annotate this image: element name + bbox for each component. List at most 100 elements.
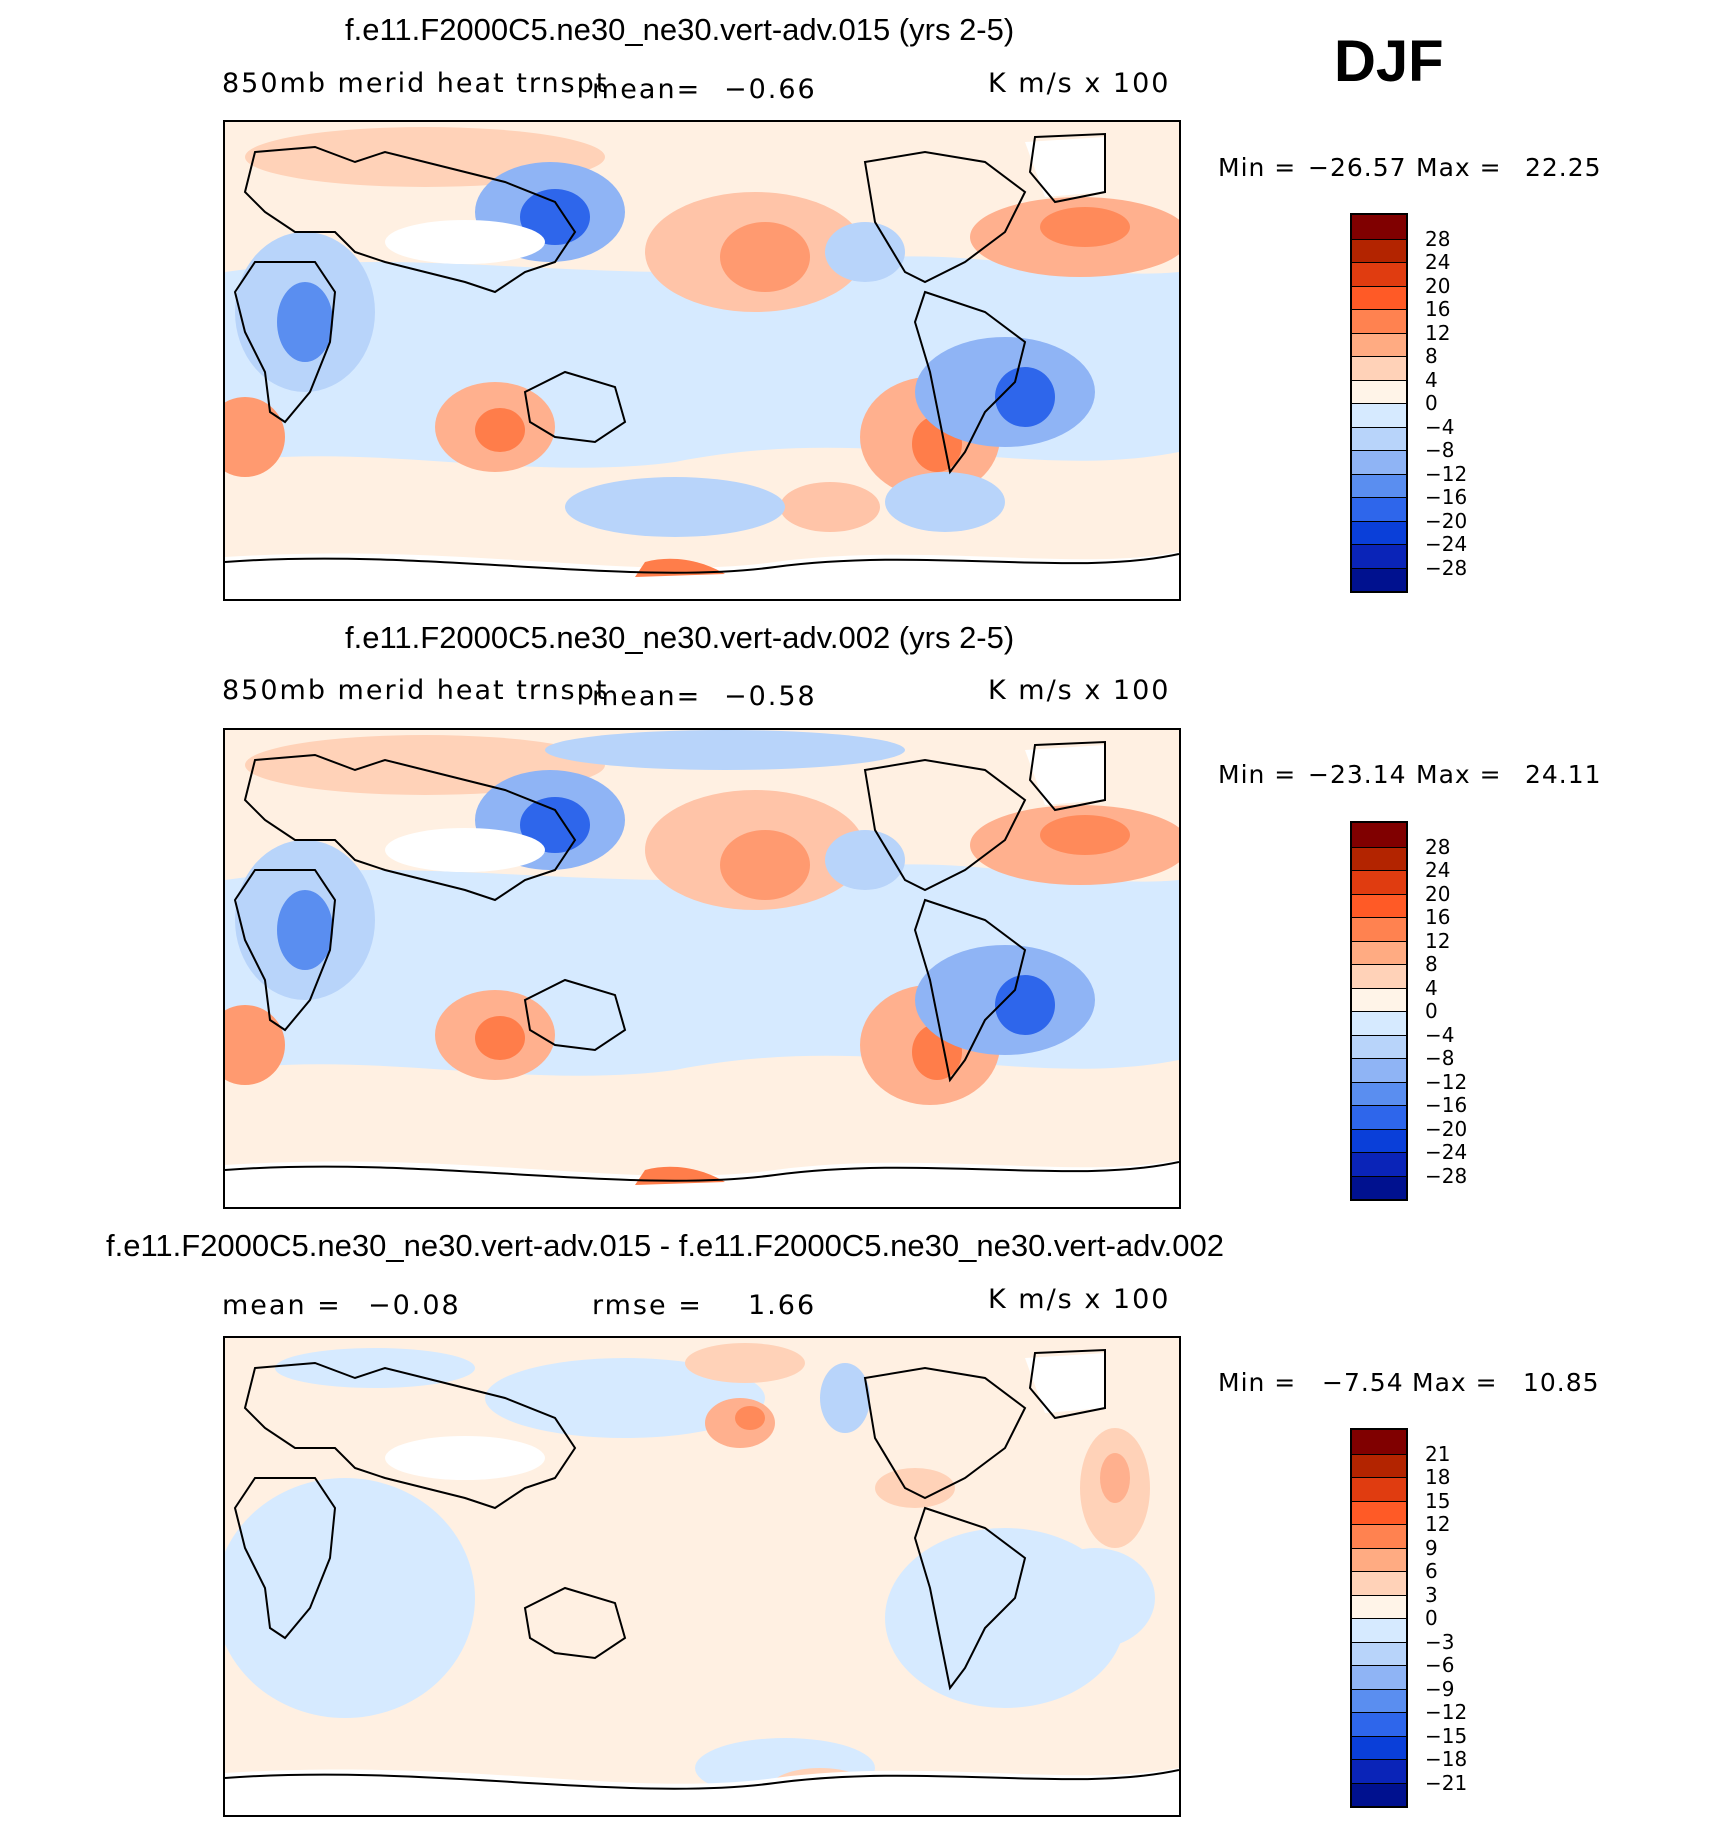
colorbar-tick-label: 28: [1425, 834, 1451, 859]
panel-3-min-label: Min =: [1218, 1368, 1297, 1397]
colorbar-tick-label: 20: [1425, 273, 1451, 298]
colorbar-segment: [1352, 964, 1406, 988]
panel-1-max-value: 22.25: [1525, 153, 1602, 182]
colorbar-tick-label: −16: [1425, 1093, 1468, 1117]
colorbar-segment: [1352, 1058, 1406, 1082]
colorbar-segment: [1352, 403, 1406, 427]
colorbar-tick-label: −6: [1425, 1653, 1455, 1677]
colorbar-segment: [1352, 285, 1406, 309]
colorbar-segment: [1352, 1477, 1406, 1501]
colorbar-tick-label: −4: [1425, 1022, 1455, 1047]
colorbar-segment: [1352, 1128, 1406, 1152]
colorbar-segment: [1352, 1011, 1406, 1035]
panel-2-units: K m/s x 100: [988, 675, 1171, 706]
colorbar-segment: [1352, 1759, 1406, 1783]
colorbar-segment: [1352, 1618, 1406, 1642]
colorbar-segment: [1352, 1524, 1406, 1548]
colorbar-segment: [1352, 356, 1406, 380]
colorbar-tick-label: 4: [1425, 975, 1438, 1000]
colorbar-tick-label: −20: [1425, 1116, 1468, 1141]
colorbar-segment: [1352, 544, 1406, 568]
panel-3-title: f.e11.F2000C5.ne30_ne30.vert-adv.015 - f…: [106, 1228, 1224, 1263]
panel-1-mean-value: −0.66: [724, 74, 817, 105]
panel-1-mean-label: mean=: [592, 74, 702, 105]
colorbar-segment: [1352, 1571, 1406, 1595]
colorbar-tick-label: 6: [1425, 1559, 1438, 1583]
colorbar-tick-label: −4: [1425, 414, 1455, 439]
colorbar-tick-label: −18: [1425, 1747, 1468, 1771]
panel-2-colorbar: [1350, 821, 1408, 1201]
panel-3-min-value: −7.54: [1322, 1368, 1404, 1397]
colorbar-tick-label: −9: [1425, 1676, 1455, 1701]
colorbar-segment: [1352, 870, 1406, 894]
colorbar-tick-label: 4: [1425, 367, 1438, 392]
colorbar-segment: [1352, 215, 1406, 239]
panel-2-max-label: Max =: [1416, 760, 1502, 789]
colorbar-tick-label: −15: [1425, 1723, 1468, 1748]
colorbar-tick-label: 12: [1425, 928, 1451, 953]
colorbar-tick-label: −28: [1425, 1163, 1468, 1188]
colorbar-segment: [1352, 1034, 1406, 1058]
colorbar-segment: [1352, 1175, 1406, 1199]
colorbar-tick-label: −21: [1425, 1770, 1468, 1795]
colorbar-tick-label: −12: [1425, 1700, 1468, 1724]
colorbar-tick-label: 0: [1425, 1606, 1438, 1630]
panel-2-mean-label: mean=: [592, 681, 702, 712]
colorbar-tick-label: 15: [1425, 1488, 1451, 1513]
colorbar-tick-label: −20: [1425, 508, 1468, 533]
colorbar-segment: [1352, 987, 1406, 1011]
panel-1-min-value: −26.57: [1308, 153, 1407, 182]
colorbar-segment: [1352, 1712, 1406, 1736]
colorbar-segment: [1352, 238, 1406, 262]
colorbar-tick-label: −12: [1425, 1069, 1468, 1094]
colorbar-segment: [1352, 1547, 1406, 1571]
panel-3-map: [223, 1336, 1181, 1817]
colorbar-tick-label: 0: [1425, 999, 1438, 1023]
colorbar-segment: [1352, 823, 1406, 847]
colorbar-segment: [1352, 450, 1406, 474]
colorbar-segment: [1352, 1782, 1406, 1806]
colorbar-segment: [1352, 497, 1406, 521]
panel-3-rmse-label: rmse =: [592, 1290, 703, 1321]
panel-3-mean-value: −0.08: [368, 1290, 461, 1321]
colorbar-tick-label: −24: [1425, 1140, 1468, 1164]
panel-1-variable-label: 850mb merid heat trnspt: [222, 68, 609, 99]
colorbar-segment: [1352, 426, 1406, 450]
colorbar-tick-label: −3: [1425, 1629, 1455, 1654]
season-label: DJF: [1334, 29, 1444, 94]
panel-3-mean-label: mean =: [222, 1290, 342, 1321]
colorbar-segment: [1352, 262, 1406, 286]
colorbar-tick-label: −12: [1425, 461, 1468, 486]
colorbar-tick-label: −28: [1425, 555, 1468, 580]
colorbar-segment: [1352, 332, 1406, 356]
panel-2-map: [223, 728, 1181, 1209]
colorbar-segment: [1352, 1105, 1406, 1129]
colorbar-tick-label: 16: [1425, 905, 1451, 929]
colorbar-tick-label: 8: [1425, 952, 1438, 976]
colorbar-segment: [1352, 379, 1406, 403]
colorbar-segment: [1352, 1641, 1406, 1665]
colorbar-segment: [1352, 1735, 1406, 1759]
colorbar-segment: [1352, 940, 1406, 964]
colorbar-segment: [1352, 473, 1406, 497]
panel-1-units: K m/s x 100: [988, 68, 1171, 99]
panel-3-max-label: Max =: [1412, 1368, 1498, 1397]
panel-1-title: f.e11.F2000C5.ne30_ne30.vert-adv.015 (yr…: [345, 12, 1015, 47]
colorbar-segment: [1352, 846, 1406, 870]
panel-1-colorbar: [1350, 213, 1408, 593]
colorbar-segment: [1352, 1665, 1406, 1689]
colorbar-segment: [1352, 1594, 1406, 1618]
colorbar-segment: [1352, 917, 1406, 941]
panel-3-rmse-value: 1.66: [748, 1290, 817, 1321]
colorbar-segment: [1352, 1688, 1406, 1712]
colorbar-segment: [1352, 893, 1406, 917]
panel-3-units: K m/s x 100: [988, 1284, 1171, 1315]
colorbar-tick-label: 20: [1425, 881, 1451, 906]
panel-3-max-value: 10.85: [1523, 1368, 1600, 1397]
colorbar-tick-label: −8: [1425, 438, 1455, 462]
colorbar-tick-label: 9: [1425, 1535, 1438, 1560]
colorbar-segment: [1352, 567, 1406, 591]
colorbar-segment: [1352, 1081, 1406, 1105]
colorbar-segment: [1352, 520, 1406, 544]
colorbar-tick-label: 16: [1425, 297, 1451, 321]
